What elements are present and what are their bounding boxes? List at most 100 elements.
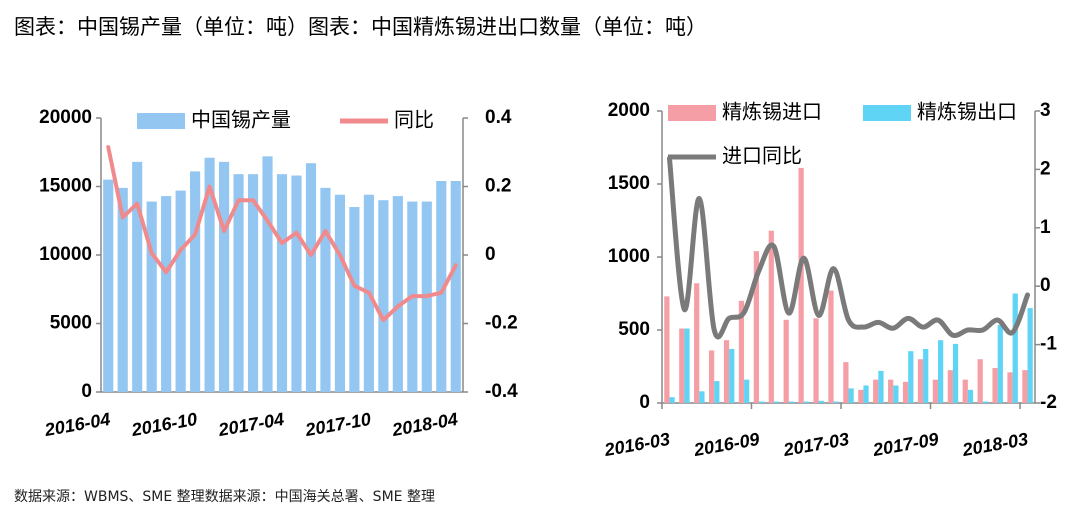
bar [992, 367, 998, 403]
bar [878, 370, 884, 403]
source: 数据来源：WBMS、SME 整理 [14, 489, 205, 505]
y2-tick-label: 0.4 [485, 107, 512, 128]
y-tick-label: 1500 [608, 173, 650, 194]
bar [190, 171, 201, 392]
bar [132, 161, 143, 392]
bar [753, 251, 759, 403]
x-tick-label: 2017-09 [871, 429, 941, 460]
bar [738, 300, 745, 403]
y-tick-label: 500 [618, 319, 650, 340]
y-tick-label: 20000 [39, 107, 92, 128]
bar [873, 379, 879, 403]
y-tick-label: 2000 [608, 100, 650, 121]
bar [1007, 372, 1013, 403]
bar [744, 379, 750, 403]
header: 图表：中国锡产量（单位：吨）图表：中国精炼锡进出口数量（单位：吨） [14, 15, 707, 39]
y2-tick-label: 2 [1040, 158, 1051, 179]
bar [714, 381, 720, 403]
bar [952, 343, 959, 403]
y-tick-label: 0 [639, 392, 650, 413]
bar [694, 283, 700, 403]
bar [967, 389, 974, 403]
bar [204, 157, 215, 392]
bar [247, 174, 259, 392]
legend-label: 精炼锡进口 [722, 100, 822, 124]
bar [758, 401, 765, 403]
bar [1022, 370, 1028, 403]
y2-tick-label: 0 [1040, 275, 1051, 296]
legend-label: 精炼锡出口 [917, 100, 1017, 124]
bar [669, 397, 675, 403]
bar [773, 401, 780, 403]
y-tick-label: 10000 [39, 244, 92, 265]
x-tick-label: 2016-10 [129, 409, 199, 440]
x-tick-label: 2017-03 [781, 429, 851, 460]
legend-swatch [668, 105, 716, 121]
bar [908, 351, 914, 403]
legend-swatch [863, 105, 911, 121]
x-tick-label: 2018-03 [960, 429, 1030, 460]
bar [798, 167, 804, 403]
bar [146, 201, 157, 392]
bar [729, 348, 735, 403]
bar [291, 175, 302, 392]
bar [684, 328, 690, 403]
bar [863, 385, 869, 403]
bar [962, 379, 968, 403]
x-tick-label: 2016-03 [602, 429, 672, 460]
y2-tick-label: -2 [1040, 392, 1057, 413]
bar [392, 196, 403, 392]
bar [813, 318, 819, 403]
bar [788, 401, 795, 403]
bar [262, 156, 273, 392]
bar [1027, 308, 1033, 403]
bar [276, 174, 288, 392]
y2-tick-label: 0.2 [485, 176, 511, 197]
x-tick-label: 2017-10 [303, 409, 373, 440]
y-tick-label: 5000 [50, 313, 92, 334]
bar [848, 388, 854, 403]
legend-label: 同比 [394, 108, 434, 132]
bar [175, 190, 186, 392]
bar [233, 174, 244, 392]
bar [723, 340, 730, 403]
x-tick-label: 2017-04 [216, 409, 286, 440]
bar [818, 400, 824, 403]
bar [103, 179, 114, 392]
y2-tick-label: -0.2 [485, 313, 518, 334]
y-tick-label: 1000 [608, 246, 650, 267]
bar [893, 385, 899, 403]
bar [803, 401, 809, 403]
y2-tick-label: -1 [1040, 334, 1057, 355]
y2-tick-label: 1 [1040, 217, 1051, 238]
y2-tick-label: 0 [485, 244, 496, 265]
bar [378, 200, 389, 392]
bar [833, 401, 839, 403]
chart-title: 图表：中国锡产量（单位：吨） [14, 15, 308, 39]
y-tick-label: 15000 [39, 176, 92, 197]
bar [334, 194, 345, 392]
x-tick-label: 2016-04 [42, 409, 112, 440]
bar [1012, 293, 1018, 403]
bar [938, 340, 944, 403]
bar [320, 187, 331, 392]
line [666, 155, 1031, 340]
bar [902, 381, 909, 403]
source: 数据来源：中国海关总署、SME 整理 [205, 489, 435, 505]
bar [783, 319, 789, 403]
bar [679, 328, 685, 403]
bar [664, 296, 670, 403]
bar [982, 401, 989, 403]
bar [305, 163, 317, 392]
bar [997, 324, 1003, 403]
y-tick-label: 0 [81, 381, 92, 402]
legend-swatch [137, 113, 185, 129]
chart-title: 图表：中国精炼锡进出口数量（单位：吨） [308, 15, 707, 39]
bar [349, 207, 360, 392]
footer: 数据来源：WBMS、SME 整理数据来源：中国海关总署、SME 整理 [14, 489, 435, 505]
bar [888, 379, 894, 403]
bar [450, 181, 461, 392]
legend-label: 中国锡产量 [191, 108, 291, 132]
x-tick-label: 2018-04 [390, 409, 460, 440]
bar [436, 181, 447, 392]
